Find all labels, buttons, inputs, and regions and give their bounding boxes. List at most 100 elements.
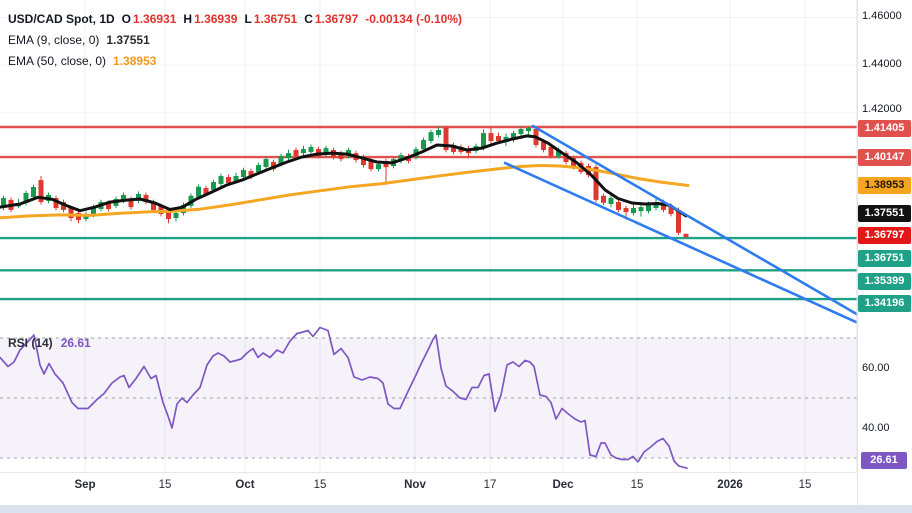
candle-body xyxy=(556,150,561,156)
time-label[interactable]: 15 xyxy=(313,479,327,491)
price-badge: 1.36751 xyxy=(858,250,911,267)
time-label[interactable]: 15 xyxy=(630,479,644,491)
high-label: H xyxy=(183,11,193,26)
candle-body xyxy=(143,194,149,202)
price-badge: 1.41405 xyxy=(858,120,911,137)
rsi-line[interactable] xyxy=(0,326,688,470)
close-label: C xyxy=(304,11,313,26)
open-value: 1.36931 xyxy=(133,11,177,26)
candle-body xyxy=(608,198,614,204)
candle-body xyxy=(233,176,239,182)
candle-body xyxy=(646,203,651,212)
time-label[interactable]: 15 xyxy=(798,479,812,491)
candle-body xyxy=(451,145,456,152)
candle-body xyxy=(436,129,441,135)
candle-body xyxy=(526,128,531,132)
time-label[interactable]: 17 xyxy=(483,479,497,491)
candle-body xyxy=(593,166,599,200)
candle-body xyxy=(173,213,179,219)
candle-body xyxy=(323,148,329,155)
legend-symbol-row[interactable]: USD/CAD Spot, 1D O 1.36931 H 1.36939 L 1… xyxy=(8,8,462,29)
ema50-name: EMA (50, close, 0) xyxy=(8,53,107,68)
candle-body xyxy=(488,133,494,141)
rsi-value: 26.61 xyxy=(60,336,91,350)
candle-body xyxy=(496,135,501,141)
candle-body xyxy=(61,202,66,210)
low-value: 1.36751 xyxy=(253,11,298,26)
time-label[interactable]: Sep xyxy=(74,479,96,491)
candle-body xyxy=(466,150,471,154)
candle-body xyxy=(136,193,141,201)
candle-body xyxy=(256,165,261,172)
candle-body xyxy=(421,140,426,150)
price-tick: 1.42000 xyxy=(862,103,902,115)
candle-body xyxy=(631,208,636,214)
change-value: -0.00134 (-0.10%) xyxy=(365,11,462,26)
time-label[interactable]: 2026 xyxy=(717,479,743,491)
open-label: O xyxy=(121,11,132,26)
candle-body xyxy=(571,157,576,167)
candle-body xyxy=(23,192,29,204)
time-label[interactable]: Dec xyxy=(552,479,574,491)
legend-ema9-row[interactable]: EMA (9, close, 0) 1.37551 xyxy=(8,29,462,50)
candle-body xyxy=(541,141,546,151)
rsi-legend[interactable]: RSI (14) 26.61 xyxy=(8,336,91,350)
candle-body xyxy=(443,128,449,151)
candle-body xyxy=(661,203,666,210)
candle-body xyxy=(53,198,59,209)
candle-body xyxy=(38,180,44,203)
candle-body xyxy=(376,164,381,170)
ema9-line[interactable] xyxy=(0,134,688,218)
price-badge: 1.37551 xyxy=(858,205,911,222)
candle-body xyxy=(518,129,524,135)
candle-body xyxy=(548,146,554,156)
high-value: 1.36939 xyxy=(194,11,238,26)
legend-ema50-row[interactable]: EMA (50, close, 0) 1.38953 xyxy=(8,50,462,71)
candle-body xyxy=(211,182,216,190)
candle-body xyxy=(158,206,164,214)
candle-body xyxy=(676,209,681,233)
ema50-line[interactable] xyxy=(0,164,690,220)
time-axis[interactable] xyxy=(0,472,912,506)
candle-body xyxy=(128,198,134,208)
candle-body xyxy=(368,161,374,170)
trendline-lower[interactable] xyxy=(503,161,860,325)
candle-body xyxy=(601,195,606,203)
candle-body xyxy=(481,133,486,149)
time-label[interactable]: Oct xyxy=(235,479,255,491)
candle-body xyxy=(308,146,314,152)
time-label[interactable]: Nov xyxy=(404,479,426,491)
low-label: L xyxy=(244,11,252,26)
candle-body xyxy=(121,194,126,201)
close-value: 1.36797 xyxy=(314,11,359,26)
candle-body xyxy=(428,132,434,141)
candle-body xyxy=(653,203,659,209)
candle-body xyxy=(226,177,231,183)
candle-body xyxy=(278,156,284,165)
candle-body xyxy=(623,208,629,213)
candle-body xyxy=(301,149,306,154)
candle-body xyxy=(338,154,344,160)
rsi-name: RSI (14) xyxy=(8,336,53,350)
candle-body xyxy=(196,186,201,197)
candle-body xyxy=(263,159,269,167)
price-badge: 1.35399 xyxy=(858,273,911,290)
price-badge: 1.38953 xyxy=(858,177,911,194)
price-badge: 1.40147 xyxy=(858,149,911,166)
candle-body xyxy=(91,207,96,215)
price-tick: 1.44000 xyxy=(862,58,902,70)
price-badge: 1.36797 xyxy=(858,227,911,244)
ema50-value: 1.38953 xyxy=(113,53,157,68)
candle-body xyxy=(241,170,246,177)
candle-body xyxy=(106,203,111,209)
price-badge: 1.34196 xyxy=(858,295,911,312)
rsi-tick: 60.00 xyxy=(862,362,890,374)
time-label[interactable]: 15 xyxy=(158,479,172,491)
trendline-upper[interactable] xyxy=(531,124,862,318)
chart-legend: USD/CAD Spot, 1D O 1.36931 H 1.36939 L 1… xyxy=(8,8,462,71)
candle-body xyxy=(68,208,74,219)
candle-body xyxy=(511,133,516,141)
rsi-tick: 40.00 xyxy=(862,422,890,434)
